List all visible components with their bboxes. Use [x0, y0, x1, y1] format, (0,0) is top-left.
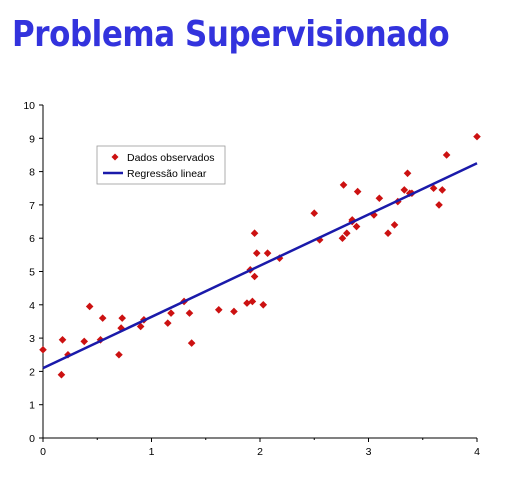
y-tick-label: 0 [29, 433, 35, 445]
x-tick-label: 3 [366, 446, 372, 458]
data-point [375, 194, 384, 203]
x-tick-label: 2 [257, 446, 263, 458]
data-point [252, 249, 261, 257]
regression-line [42, 162, 478, 370]
x-tick-label: 4 [474, 446, 480, 458]
data-point [250, 229, 259, 238]
data-point [187, 339, 196, 347]
y-tick-label: 5 [29, 267, 35, 279]
legend-label-line: Regressão linear [127, 168, 207, 180]
x-tick-label: 0 [40, 446, 46, 458]
data-point [473, 132, 481, 141]
chart-axes: 0 1 2 3 4 5 6 7 8 9 10 0 1 2 3 4 [23, 100, 480, 458]
y-tick-label: 1 [29, 400, 35, 412]
data-point [58, 335, 67, 344]
chart-legend: Dados observados Regressão linear [96, 145, 226, 185]
data-point [400, 186, 409, 194]
data-point [136, 322, 145, 331]
data-point [214, 305, 223, 314]
data-point [384, 229, 392, 238]
data-point [339, 181, 348, 189]
data-point [435, 201, 443, 209]
data-point [80, 337, 89, 346]
data-point [98, 314, 107, 322]
data-point [315, 236, 324, 244]
data-point [163, 319, 172, 327]
data-point [118, 314, 127, 322]
y-tick-label: 9 [29, 133, 35, 145]
data-point [117, 324, 125, 332]
data-point [248, 297, 257, 306]
data-point [390, 221, 399, 229]
data-point [352, 222, 361, 231]
data-point [115, 350, 123, 359]
data-point [230, 307, 238, 316]
y-tick-label: 7 [29, 200, 35, 212]
x-tick-label: 1 [149, 446, 155, 458]
data-point [442, 151, 451, 159]
legend-box [96, 145, 226, 185]
legend-marker-points [111, 153, 119, 161]
data-point [403, 169, 412, 178]
data-point [167, 309, 175, 317]
data-point [353, 187, 362, 196]
data-point [250, 272, 259, 281]
y-tick-label: 4 [29, 300, 35, 312]
y-tick-label: 6 [29, 233, 35, 245]
data-point [243, 299, 251, 307]
data-point [85, 302, 94, 311]
y-tick-label: 10 [23, 100, 35, 112]
data-point [263, 249, 272, 257]
data-point [259, 301, 268, 309]
legend-label-points: Dados observados [127, 152, 215, 164]
data-point [57, 370, 66, 379]
y-tick-label: 8 [29, 167, 35, 179]
data-point [39, 345, 47, 354]
data-point [185, 309, 194, 317]
page-title: Problema Supervisionado [12, 14, 450, 55]
y-tick-label: 2 [29, 366, 35, 378]
data-point [370, 211, 378, 219]
data-point [310, 209, 319, 218]
chart-marks [39, 132, 481, 379]
data-point [343, 229, 351, 238]
y-tick-label: 3 [29, 333, 35, 345]
data-point [438, 186, 447, 194]
data-point [429, 184, 438, 193]
data-point [338, 234, 347, 242]
